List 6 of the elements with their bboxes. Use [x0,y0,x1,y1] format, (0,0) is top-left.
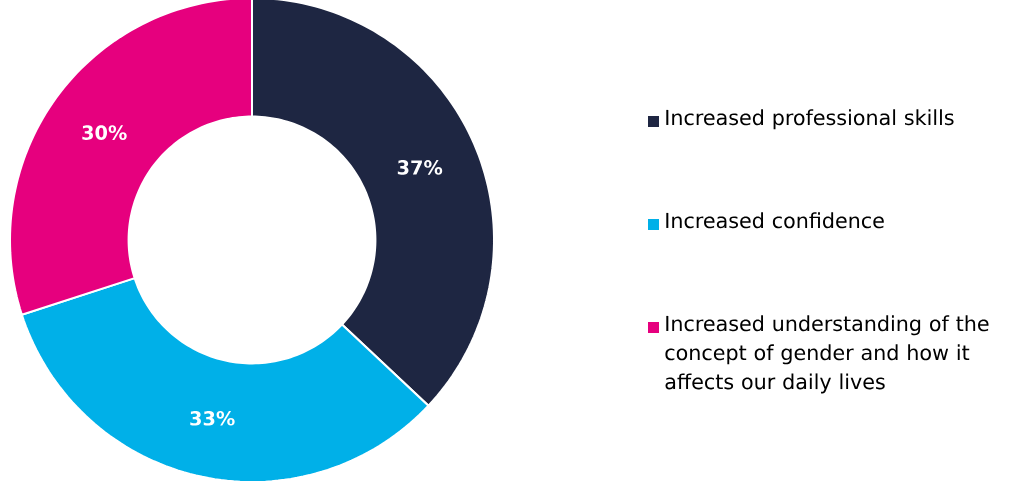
data-label: 33% [190,410,235,426]
legend-label: Increased understanding of the concept of gender and how it affects our daily lives [665,315,989,394]
legend-label: Increased professional skills [666,109,954,130]
data-label: 37% [397,160,443,175]
data-label: 30% [82,125,127,140]
legend-label: Increased confidence [666,212,884,229]
